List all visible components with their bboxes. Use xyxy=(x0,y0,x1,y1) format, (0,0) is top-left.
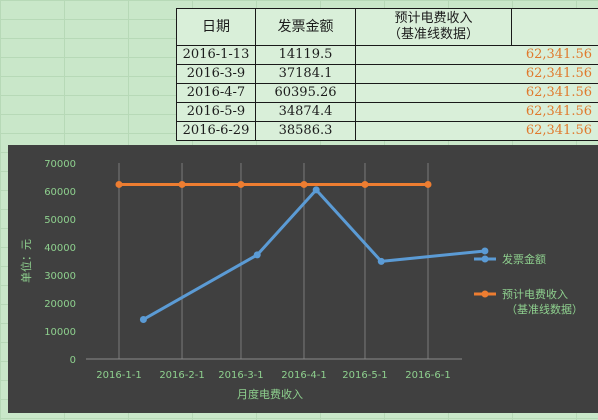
y-tick-label: 10000 xyxy=(44,327,76,338)
table-row: 2016-3-9 37184.1 62,341.56 xyxy=(176,64,598,84)
x-tick-label: 2016-5-1 xyxy=(342,370,387,381)
header-base[interactable]: 预计电费收入 （基准线数据） xyxy=(355,8,512,46)
chart-svg: 2016-1-1 2016-2-1 2016-3-1 2016-4-1 2016-5-1… xyxy=(19,159,583,401)
cell-amount[interactable]: 14119.5 xyxy=(255,45,356,65)
cell-amount[interactable]: 60395.26 xyxy=(255,83,356,103)
cell-base[interactable]: 62,341.56 xyxy=(355,45,598,65)
data-point xyxy=(312,186,320,194)
data-table-grid: 日期 发票金额 预计电费收入 （基准线数据） 2016-1-13 14119.5… xyxy=(176,8,598,141)
table-header-row: 日期 发票金额 预计电费收入 （基准线数据） xyxy=(176,8,598,46)
y-tick-label: 50000 xyxy=(44,215,76,226)
cell-date[interactable]: 2016-4-7 xyxy=(176,83,256,103)
data-point xyxy=(377,257,385,265)
data-point xyxy=(481,247,489,255)
cell-date[interactable]: 2016-6-29 xyxy=(176,121,256,141)
cell-base[interactable]: 62,341.56 xyxy=(355,121,598,141)
legend-label: 发票金额 xyxy=(502,252,546,266)
data-point xyxy=(424,180,432,188)
cell-amount[interactable]: 37184.1 xyxy=(255,64,356,84)
y-axis-title: 单位：元 xyxy=(19,239,33,283)
y-tick-label: 40000 xyxy=(44,243,76,254)
header-date[interactable]: 日期 xyxy=(176,8,256,46)
header-amount[interactable]: 发票金额 xyxy=(255,8,356,46)
y-tick-label: 30000 xyxy=(44,271,76,282)
table-row: 2016-1-13 14119.5 62,341.56 xyxy=(176,45,598,65)
legend-label: （基准线数据） xyxy=(506,302,583,316)
x-tick-label: 2016-2-1 xyxy=(159,370,204,381)
data-point xyxy=(237,180,245,188)
table-row: 2016-4-7 60395.26 62,341.56 xyxy=(176,83,598,103)
line-chart[interactable]: 2016-1-1 2016-2-1 2016-3-1 2016-4-1 2016-5-1… xyxy=(8,145,598,413)
x-axis-title: 月度电费收入 xyxy=(237,387,303,401)
cell-base[interactable]: 62,341.56 xyxy=(355,64,598,84)
x-tick-label: 2016-1-1 xyxy=(96,370,141,381)
table-row: 2016-6-29 38586.3 62,341.56 xyxy=(176,121,598,141)
y-tick-label: 20000 xyxy=(44,299,76,310)
data-point xyxy=(300,180,308,188)
cell-amount[interactable]: 38586.3 xyxy=(255,121,356,141)
legend-label: 预计电费收入 xyxy=(502,287,568,301)
header-base-line2: （基准线数据） xyxy=(387,27,479,42)
data-point xyxy=(139,315,147,323)
series-line xyxy=(142,188,486,321)
x-tick-label: 2016-3-1 xyxy=(218,370,263,381)
table-row: 2016-5-9 34874.4 62,341.56 xyxy=(176,102,598,122)
legend-swatch-marker xyxy=(481,255,489,263)
x-tick-label: 2016-6-1 xyxy=(405,370,450,381)
data-point xyxy=(115,180,123,188)
y-tick-label: 0 xyxy=(70,355,76,366)
cell-date[interactable]: 2016-3-9 xyxy=(176,64,256,84)
data-point xyxy=(361,180,369,188)
data-table: 日期 发票金额 预计电费收入 （基准线数据） 2016-1-13 14119.5… xyxy=(176,8,598,141)
legend-swatch-marker xyxy=(481,290,489,298)
cell-amount[interactable]: 34874.4 xyxy=(255,102,356,122)
data-point xyxy=(253,251,261,259)
cell-date[interactable]: 2016-1-13 xyxy=(176,45,256,65)
cell-date[interactable]: 2016-5-9 xyxy=(176,102,256,122)
y-tick-label: 60000 xyxy=(44,187,76,198)
y-tick-label: 70000 xyxy=(44,159,76,170)
cell-base[interactable]: 62,341.56 xyxy=(355,102,598,122)
header-base-line1: 预计电费收入 xyxy=(394,11,473,26)
cell-base[interactable]: 62,341.56 xyxy=(355,83,598,103)
data-point xyxy=(178,180,186,188)
empty-cell[interactable] xyxy=(511,8,598,46)
x-tick-label: 2016-4-1 xyxy=(281,370,326,381)
